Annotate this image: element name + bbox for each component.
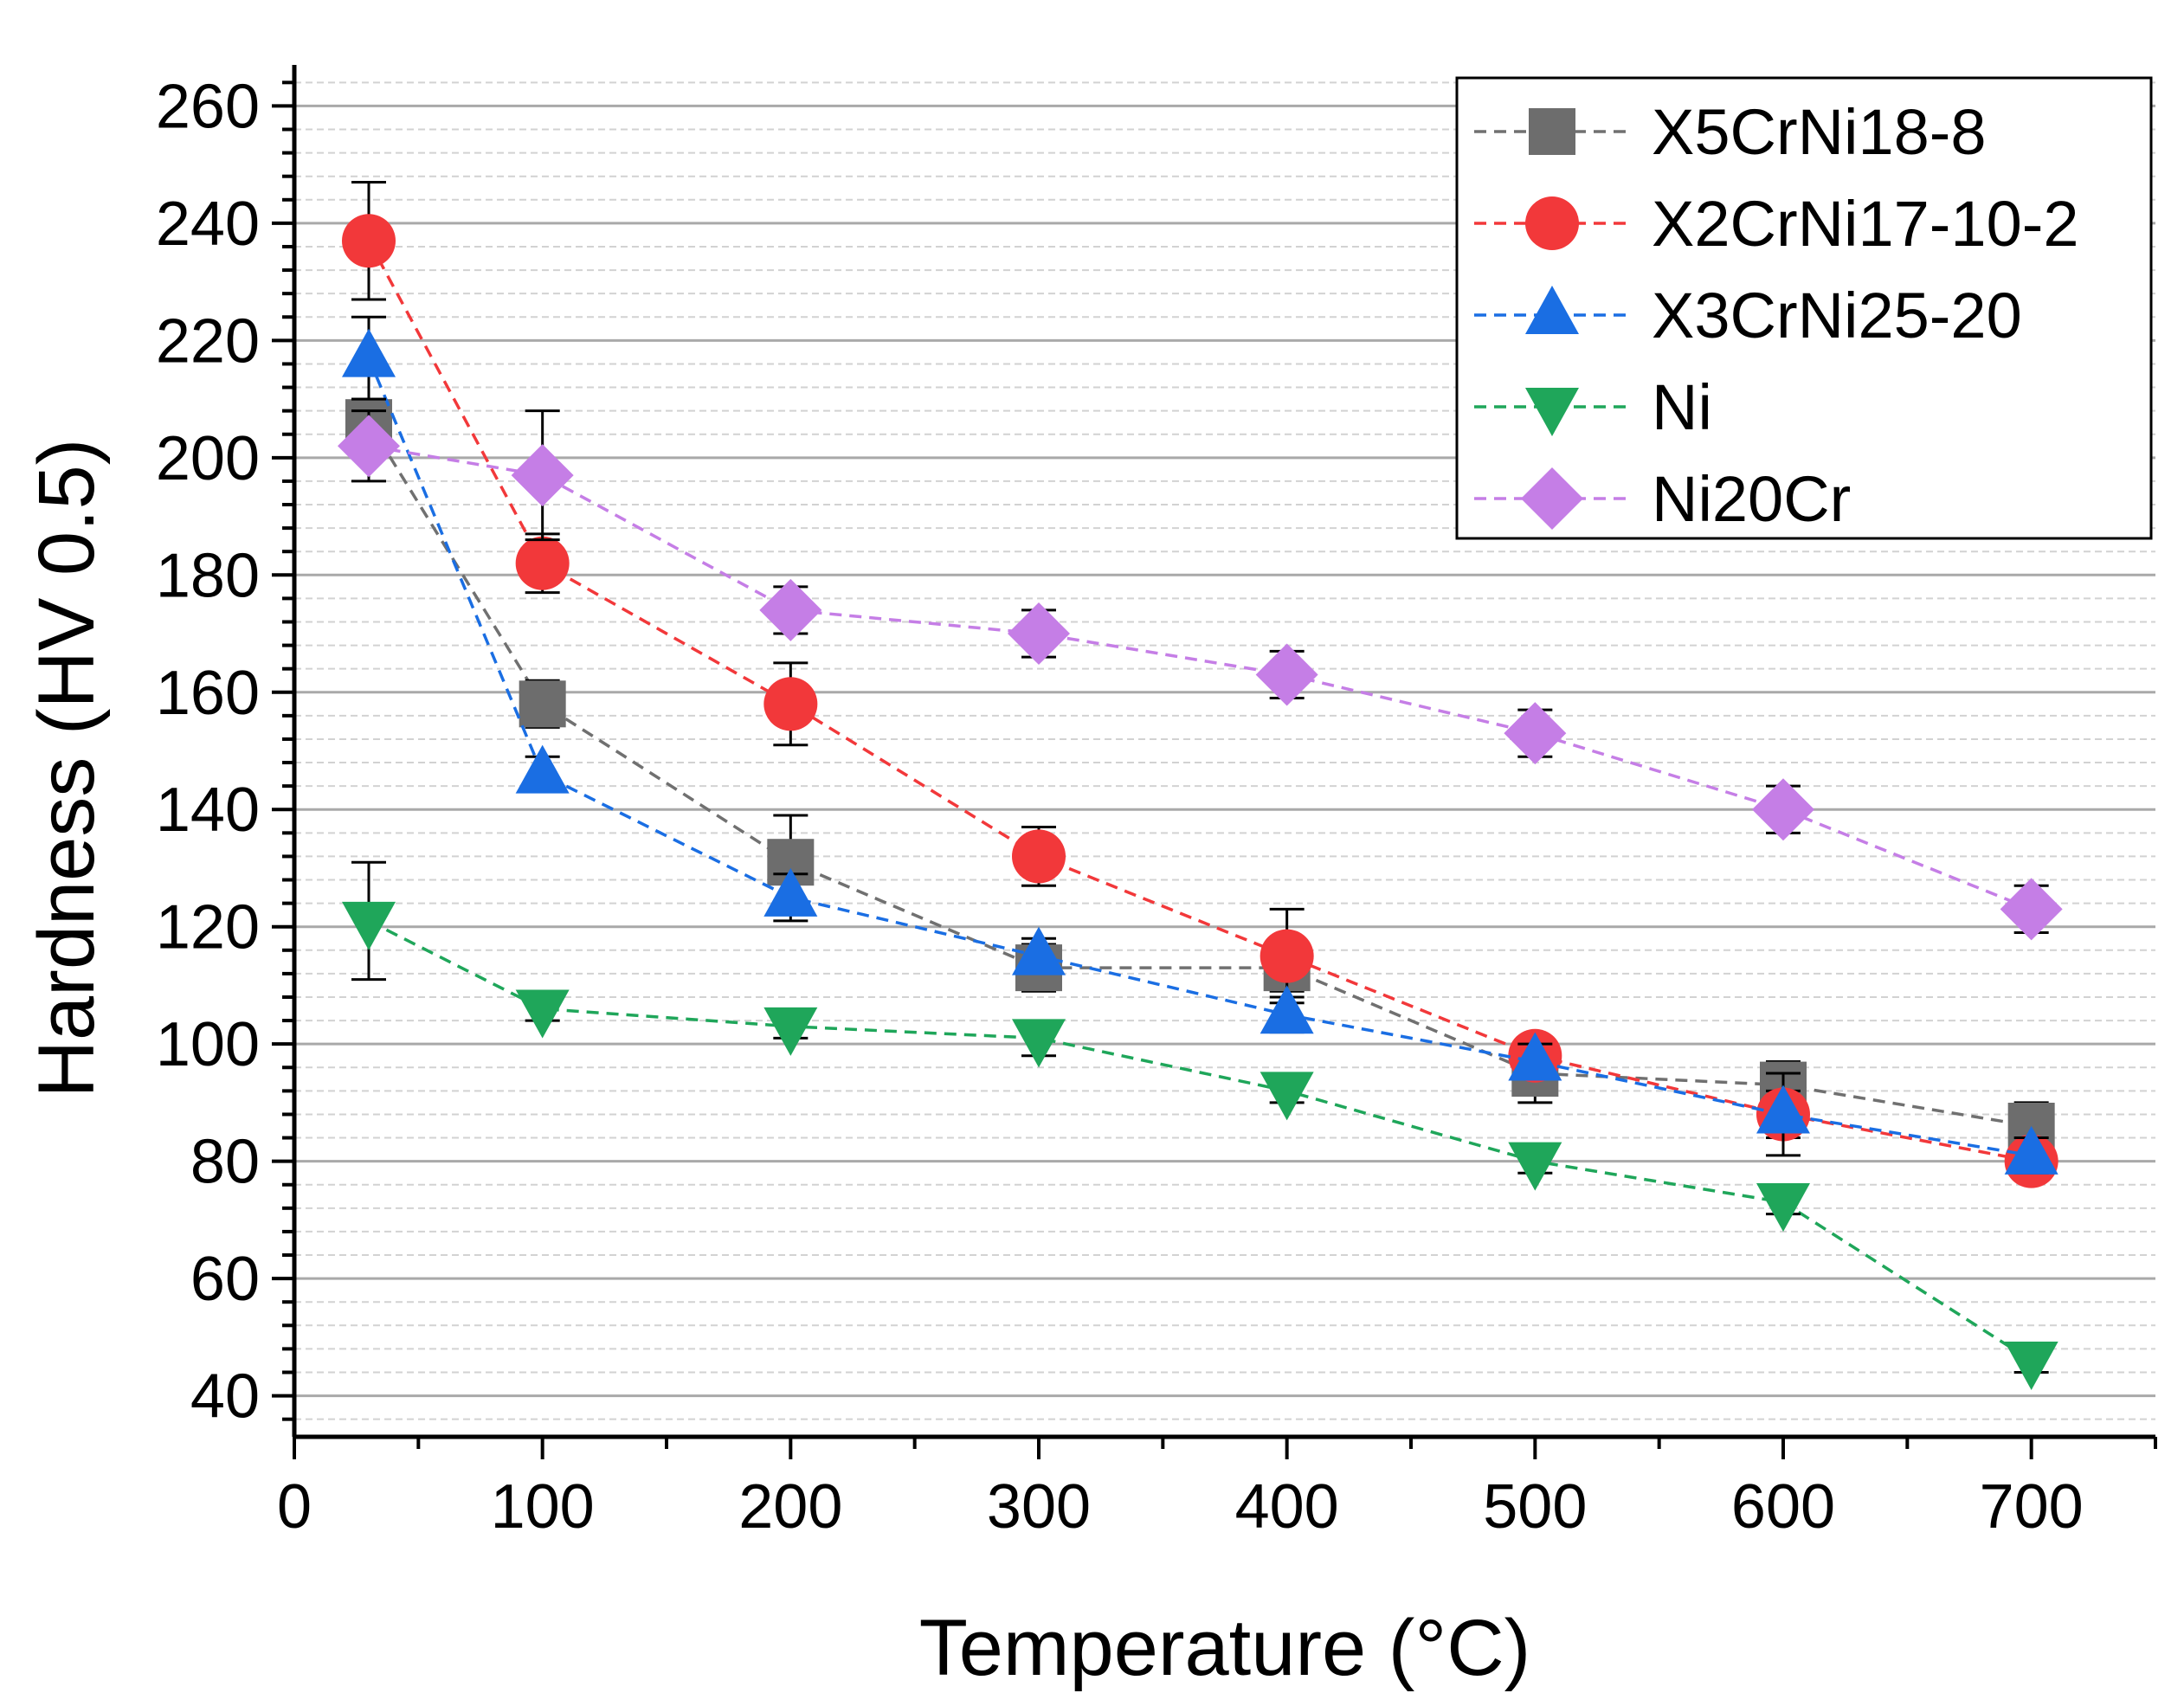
series-line [368,444,2033,911]
series-Ni [342,860,2058,1390]
series-line [367,422,2032,1128]
data-point [1260,1072,1314,1121]
data-point [342,901,396,950]
y-tick-label: 260 [156,72,260,141]
x-tick-label: 500 [1483,1472,1587,1542]
data-point [2004,1125,2058,1175]
y-tick-label: 220 [156,306,260,376]
x-tick-label: 100 [491,1472,595,1542]
data-point [2004,1341,2058,1390]
legend-entry: Ni20Cr [1474,463,1851,535]
data-point [1012,1019,1066,1068]
y-tick-label: 40 [190,1362,260,1432]
data-point [1255,643,1318,706]
data-point [1008,602,1070,666]
axes-layer [272,65,2157,1459]
legend-label: X2CrNi17-10-2 [1652,188,2079,260]
data-point [515,744,570,794]
data-point [515,536,570,590]
legend-entry: X3CrNi25-20 [1474,280,2022,351]
series-X2CrNi17-10-2 [342,180,2058,1188]
y-tick-label: 60 [190,1245,260,1314]
data-point [1508,1032,1562,1081]
y-tick-label: 240 [156,190,260,259]
y-tick-label: 180 [156,541,260,610]
data-point [519,680,566,728]
legend-entry: Ni [1474,371,1712,443]
data-point [1508,1142,1562,1191]
legend-label: Ni20Cr [1652,463,1851,535]
x-axis-title: Temperature (°C) [919,1604,1531,1692]
data-point [511,444,574,507]
legend-label: X5CrNi18-8 [1652,96,1987,168]
y-tick-labels: 40 60 80 100 120 140 160 180 200 220 240 260 [156,72,260,1431]
x-tick-label: 200 [738,1472,842,1542]
data-point [2000,878,2063,941]
y-tick-label: 80 [190,1128,260,1197]
y-tick-label: 160 [156,659,260,728]
data-point [338,415,400,478]
y-tick-label: 200 [156,424,260,493]
series-line [367,357,2032,1157]
series-X5CrNi18-8 [345,397,2055,1151]
y-tick-label: 140 [156,776,260,845]
legend-marker [1525,286,1579,334]
legend-entry: X5CrNi18-8 [1474,96,1987,168]
data-point [1260,929,1314,983]
legend-marker [1525,196,1579,250]
data-point [759,578,822,641]
legend-marker [1525,388,1579,436]
legend: X5CrNi18-8 X2CrNi17-10-2 X3CrNi25-20 Ni Ni20… [1455,76,2153,540]
data-point [1260,985,1314,1034]
legend-label: X3CrNi25-20 [1652,280,2022,351]
legend-marker [1521,467,1583,530]
data-point [1504,702,1567,765]
series-line [367,240,2032,1163]
data-point [342,328,396,377]
data-point [1756,1085,1810,1134]
minor-gridlines [294,81,2155,1420]
series-line [368,919,2033,1362]
data-point [1012,926,1066,975]
x-tick-label: 400 [1235,1472,1339,1542]
data-point [1752,778,1814,841]
y-tick-label: 100 [156,1010,260,1079]
x-tick-label: 600 [1731,1472,1835,1542]
legend-label: Ni [1652,371,1712,443]
y-axis-title: Hardness (HV 0.5) [23,439,111,1098]
legend-entry: X2CrNi17-10-2 [1474,188,2079,260]
data-point [763,677,818,731]
series-X3CrNi25-20 [342,315,2058,1175]
legend-marker [1529,108,1575,155]
x-tick-labels: 0 100 200 300 400 500 600 700 [277,1472,2084,1542]
series-Ni20Cr [338,409,2063,941]
data-point [763,867,818,917]
data-point [763,1007,818,1056]
data-point [1012,829,1066,884]
x-tick-label: 0 [277,1472,312,1542]
series-layer [338,180,2063,1390]
data-point [342,214,396,268]
x-tick-label: 700 [1980,1472,2084,1542]
y-tick-label: 120 [156,893,260,962]
x-tick-label: 300 [987,1472,1091,1542]
data-point [515,989,570,1039]
data-point [1756,1183,1810,1233]
